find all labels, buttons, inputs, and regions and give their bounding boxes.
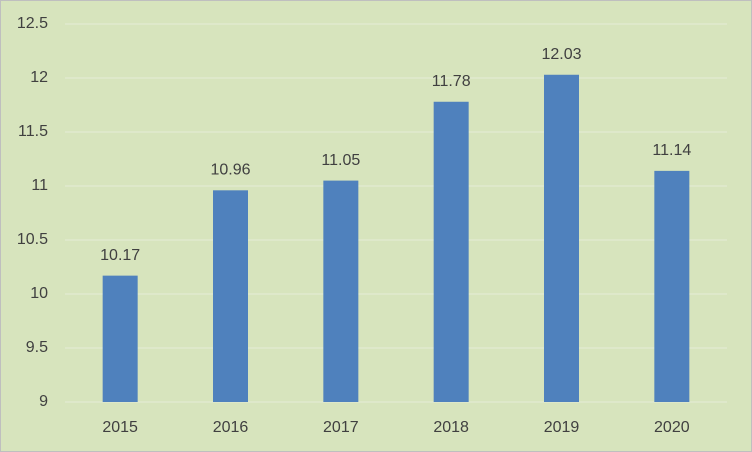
y-tick-label: 12 [30, 69, 48, 86]
y-tick-label: 11.5 [18, 123, 48, 140]
bar [102, 275, 138, 402]
bar [323, 180, 359, 402]
x-tick-label: 2019 [544, 419, 580, 436]
data-label: 11.78 [432, 73, 471, 90]
bar [544, 74, 579, 402]
bar [654, 170, 690, 402]
bar [213, 190, 248, 402]
y-tick-label: 9.5 [26, 339, 48, 356]
data-label: 11.05 [321, 152, 360, 169]
bar [433, 101, 469, 402]
y-tick-label: 9 [39, 393, 48, 410]
y-tick-label: 11 [31, 177, 48, 194]
x-tick-label: 2015 [102, 419, 138, 436]
y-tick-label: 12.5 [17, 15, 48, 32]
x-tick-label: 2016 [213, 419, 249, 436]
data-label: 12.03 [541, 46, 581, 63]
data-label: 11.14 [652, 142, 691, 159]
data-label: 10.96 [210, 162, 250, 179]
data-label: 10.17 [100, 247, 140, 264]
x-tick-label: 2020 [654, 419, 690, 436]
x-tick-label: 2017 [323, 419, 359, 436]
y-tick-label: 10 [30, 285, 48, 302]
y-tick-label: 10.5 [17, 231, 48, 248]
x-tick-label: 2018 [433, 419, 469, 436]
